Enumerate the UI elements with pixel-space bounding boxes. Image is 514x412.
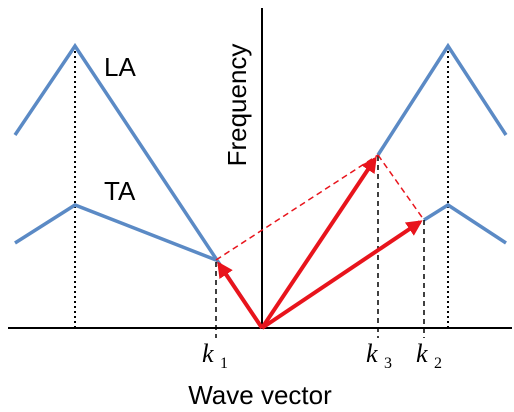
k3-subscript: 3 bbox=[384, 355, 392, 372]
y-axis-title: Frequency bbox=[222, 44, 252, 167]
ta-branch-right bbox=[423, 202, 507, 245]
x-axis-title: Wave vector bbox=[188, 380, 332, 410]
ta-branch-left bbox=[14, 203, 217, 262]
k3-symbol: k bbox=[366, 339, 378, 368]
la-branch-right bbox=[376, 42, 508, 156]
dashed-line-k1-to-k3 bbox=[215, 154, 379, 261]
arrow-k2 bbox=[260, 220, 423, 330]
la-branch-left bbox=[13, 42, 264, 329]
k2-symbol: k bbox=[416, 339, 428, 368]
k1-subscript: 1 bbox=[220, 355, 228, 372]
k1-label: k 1 bbox=[202, 339, 228, 372]
ta-label: TA bbox=[104, 176, 136, 206]
k1-symbol: k bbox=[202, 339, 214, 368]
arrow-k3 bbox=[260, 156, 377, 330]
dashed-line-k3-to-k2 bbox=[377, 154, 425, 221]
arrow-k1 bbox=[217, 261, 264, 330]
k3-label: k 3 bbox=[366, 339, 392, 372]
k2-label: k 2 bbox=[416, 339, 442, 372]
la-label: LA bbox=[104, 52, 136, 82]
k2-subscript: 2 bbox=[434, 355, 442, 372]
